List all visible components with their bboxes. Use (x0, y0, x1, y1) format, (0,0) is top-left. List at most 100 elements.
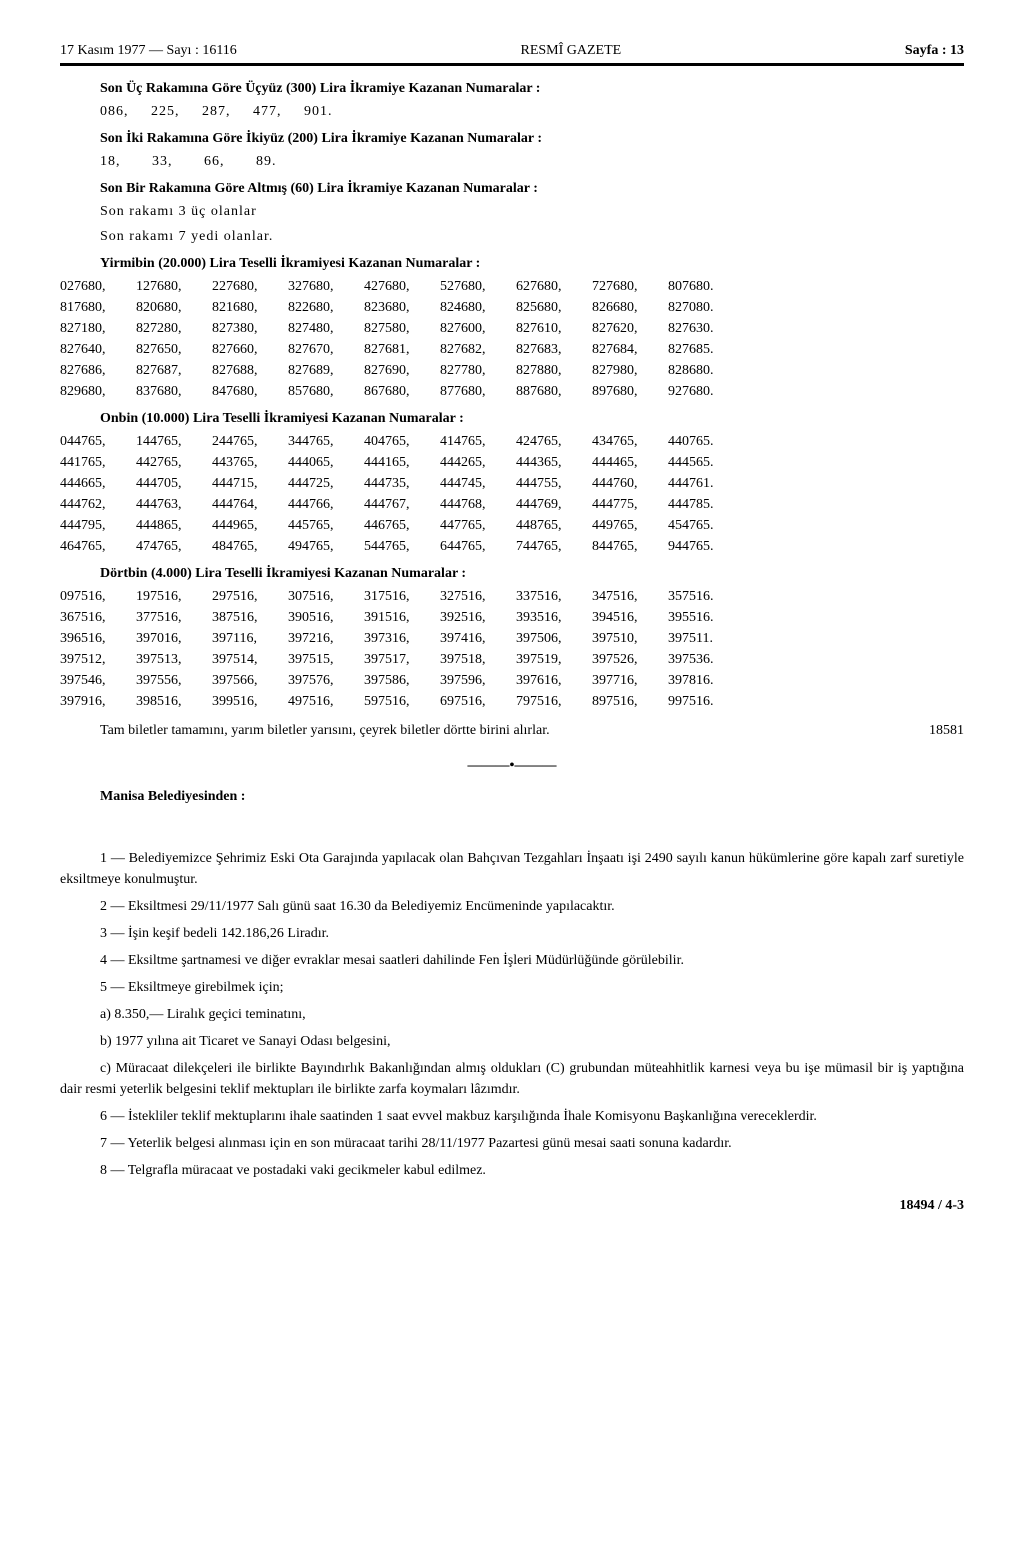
number-cell: 827687, (136, 360, 204, 381)
number-cell: 367516, (60, 607, 128, 628)
number-row: 827686,827687,827688,827689,827690,82778… (60, 360, 964, 381)
number-cell: 399516, (212, 691, 280, 712)
number-cell: 327516, (440, 586, 508, 607)
number-cell: 387516, (212, 607, 280, 628)
header-left: 17 Kasım 1977 — Sayı : 16116 (60, 40, 237, 61)
number-cell: 447765, (440, 515, 508, 536)
number-cell: 397519, (516, 649, 584, 670)
notice-para: 5 — Eksiltmeye girebilmek için; (60, 977, 964, 998)
header-center: RESMÎ GAZETE (520, 40, 621, 61)
number-cell: 444764, (212, 494, 280, 515)
number-cell: 887680, (516, 381, 584, 402)
number-cell: 827280, (136, 318, 204, 339)
number-cell: 397216, (288, 628, 356, 649)
number-cell: 444762, (60, 494, 128, 515)
title-300: Son Üç Rakamına Göre Üçyüz (300) Lira İk… (60, 78, 964, 99)
number-cell: 444761. (668, 473, 736, 494)
number-cell: 357516. (668, 586, 736, 607)
number-cell: 444365, (516, 452, 584, 473)
number-cell: 444766, (288, 494, 356, 515)
number-cell: 397526, (592, 649, 660, 670)
number-cell: 444725, (288, 473, 356, 494)
notice-para: 8 — Telgrafla müracaat ve postadaki vaki… (60, 1160, 964, 1181)
number-cell: 744765, (516, 536, 584, 557)
number-cell: 397596, (440, 670, 508, 691)
number-cell: 827686, (60, 360, 128, 381)
number-cell: 444065, (288, 452, 356, 473)
number-cell: 317516, (364, 586, 432, 607)
number-cell: 397506, (516, 628, 584, 649)
number-cell: 397716, (592, 670, 660, 691)
number-cell: 441765, (60, 452, 128, 473)
number-cell: 434765, (592, 431, 660, 452)
number-cell: 396516, (60, 628, 128, 649)
number-cell: 597516, (364, 691, 432, 712)
divider-icon: ———•——— (60, 755, 964, 776)
number-cell: 404765, (364, 431, 432, 452)
number-cell: 822680, (288, 297, 356, 318)
number-cell: 823680, (364, 297, 432, 318)
number-cell: 444465, (592, 452, 660, 473)
ref-18494: 18494 / 4-3 (60, 1195, 964, 1216)
closing-text: Tam biletler tamamını, yarım biletler ya… (60, 720, 964, 741)
number-cell: 392516, (440, 607, 508, 628)
number-cell: 826680, (592, 297, 660, 318)
number-cell: 444715, (212, 473, 280, 494)
number-cell: 847680, (212, 381, 280, 402)
number-cell: 527680, (440, 276, 508, 297)
number-cell: 697516, (440, 691, 508, 712)
ref-18581: 18581 (889, 720, 964, 741)
closing-content: Tam biletler tamamını, yarım biletler ya… (100, 723, 550, 738)
number-cell: 397512, (60, 649, 128, 670)
number-cell: 444665, (60, 473, 128, 494)
number-cell: 877680, (440, 381, 508, 402)
number-cell: 444705, (136, 473, 204, 494)
notice-signer: Manisa Belediyesinden : (60, 786, 964, 807)
number-cell: 397916, (60, 691, 128, 712)
notice-body: 1 — Belediyemizce Şehrimiz Eski Ota Gara… (60, 848, 964, 1181)
number-row: 397916,398516,399516,497516,597516,69751… (60, 691, 964, 712)
number-cell: 797516, (516, 691, 584, 712)
number-cell: 444785. (668, 494, 736, 515)
number-cell: 827620, (592, 318, 660, 339)
header-right: Sayfa : 13 (905, 40, 964, 61)
number-cell: 827684, (592, 339, 660, 360)
number-cell: 445765, (288, 515, 356, 536)
number-cell: 474765, (136, 536, 204, 557)
number-cell: 807680. (668, 276, 736, 297)
number-cell: 397518, (440, 649, 508, 670)
number-cell: 397536. (668, 649, 736, 670)
number-row: 397512,397513,397514,397515,397517,39751… (60, 649, 964, 670)
number-cell: 829680, (60, 381, 128, 402)
number-cell: 397816. (668, 670, 736, 691)
number-cell: 397511. (668, 628, 736, 649)
number-cell: 837680, (136, 381, 204, 402)
number-cell: 397616, (516, 670, 584, 691)
title-4000: Dörtbin (4.000) Lira Teselli İkramiyesi … (60, 563, 964, 584)
number-cell: 827780, (440, 360, 508, 381)
number-cell: 827580, (364, 318, 432, 339)
number-cell: 827640, (60, 339, 128, 360)
number-cell: 395516. (668, 607, 736, 628)
number-cell: 444775, (592, 494, 660, 515)
number-cell: 444767, (364, 494, 432, 515)
number-cell: 824680, (440, 297, 508, 318)
number-cell: 827690, (364, 360, 432, 381)
number-cell: 414765, (440, 431, 508, 452)
number-cell: 867680, (364, 381, 432, 402)
number-cell: 827610, (516, 318, 584, 339)
number-cell: 827685. (668, 339, 736, 360)
number-cell: 444795, (60, 515, 128, 536)
number-cell: 827688, (212, 360, 280, 381)
number-cell: 897680, (592, 381, 660, 402)
notice-para: 3 — İşin keşif bedeli 142.186,26 Liradır… (60, 923, 964, 944)
number-cell: 827630. (668, 318, 736, 339)
number-cell: 827660, (212, 339, 280, 360)
notice-para: 1 — Belediyemizce Şehrimiz Eski Ota Gara… (60, 848, 964, 890)
number-cell: 844765, (592, 536, 660, 557)
number-cell: 827980, (592, 360, 660, 381)
number-row: 367516,377516,387516,390516,391516,39251… (60, 607, 964, 628)
number-cell: 424765, (516, 431, 584, 452)
number-cell: 377516, (136, 607, 204, 628)
number-cell: 927680. (668, 381, 736, 402)
